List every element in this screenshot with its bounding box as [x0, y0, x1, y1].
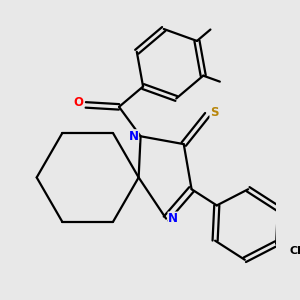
Text: O: O	[74, 96, 84, 110]
Text: N: N	[168, 212, 178, 225]
Text: Cl: Cl	[290, 246, 300, 256]
Text: O: O	[74, 96, 84, 110]
Text: N: N	[128, 130, 139, 143]
Text: S: S	[210, 106, 219, 119]
Text: N: N	[168, 212, 178, 225]
Text: S: S	[210, 106, 219, 119]
Text: N: N	[128, 130, 139, 143]
